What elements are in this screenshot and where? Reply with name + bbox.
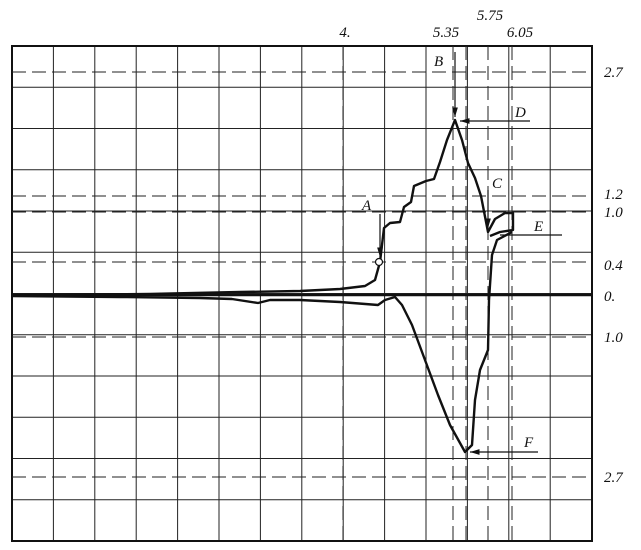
y-label: 2.7 — [604, 470, 624, 486]
point-label: D — [514, 105, 526, 121]
grid — [12, 46, 592, 541]
y-label: 1.0 — [604, 330, 623, 346]
x-label: 4. — [339, 25, 350, 41]
y-label: 1.2 — [604, 187, 623, 203]
y-label: 1.0 — [604, 205, 623, 221]
y-label: 2.7 — [604, 65, 624, 81]
lower-curve — [11, 230, 513, 454]
y-label: 0. — [604, 289, 615, 305]
frame — [11, 45, 593, 542]
point-label: B — [434, 54, 443, 70]
point-label: A — [361, 198, 372, 214]
annotations — [374, 52, 562, 455]
point-label: E — [533, 219, 543, 235]
x-label: 5.35 — [433, 25, 460, 41]
point-label: F — [523, 435, 534, 451]
point-marker — [374, 257, 384, 267]
reference-lines — [12, 46, 592, 541]
upper-curve — [11, 118, 515, 297]
x-label: 6.05 — [507, 25, 534, 41]
y-label: 0.4 — [604, 258, 623, 274]
x-label: 5.75 — [477, 8, 504, 24]
point-label: C — [492, 176, 503, 192]
